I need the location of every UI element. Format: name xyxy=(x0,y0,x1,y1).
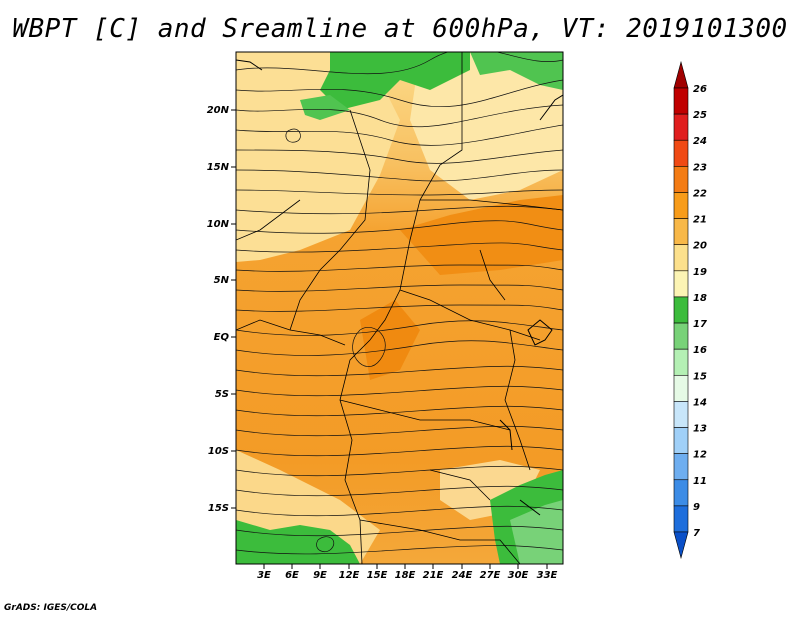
colorbar-swatch xyxy=(673,113,689,141)
lon-label-21E: 21E xyxy=(423,570,444,581)
colorbar-swatch xyxy=(673,139,689,167)
lat-tick: 5N xyxy=(214,275,236,286)
colorbar-top-arrow xyxy=(673,60,689,89)
colorbar-swatch xyxy=(673,322,689,350)
colorbar-swatch xyxy=(673,401,689,428)
colorbar-label: 20 xyxy=(693,241,707,252)
colorbar-label: 15 xyxy=(693,371,707,382)
lat-tick: 15S xyxy=(208,503,236,514)
lon-label-15E: 15E xyxy=(367,570,388,581)
colorbar-swatch xyxy=(673,374,689,402)
lon-label-3E: 3E xyxy=(257,570,271,581)
colorbar-swatch xyxy=(673,427,689,454)
lon-label-12E: 12E xyxy=(339,570,360,581)
colorbar-swatch xyxy=(673,218,689,246)
wbpt-zone-22-band xyxy=(400,195,563,275)
colorbar-bottom-arrow xyxy=(673,531,689,560)
colorbar-swatch xyxy=(673,87,689,115)
colorbar-label: 25 xyxy=(693,110,707,121)
colorbar-swatch xyxy=(673,348,689,376)
colorbar-label: 11 xyxy=(693,476,707,487)
country-borders xyxy=(236,52,563,564)
lat-label-EQ: EQ xyxy=(214,332,230,343)
lat-label-5S: 5S xyxy=(215,389,229,400)
colorbar-label: 24 xyxy=(693,136,707,147)
lat-tick: 10S xyxy=(208,446,236,457)
wbpt-zone-18-north xyxy=(320,52,470,110)
streamlines xyxy=(236,52,563,555)
colorbar-label: 26 xyxy=(693,84,707,95)
lon-label-30E: 30E xyxy=(508,570,529,581)
colorbar-swatch xyxy=(673,166,689,193)
colorbar-swatch xyxy=(673,296,689,324)
colorbar-label: 13 xyxy=(693,424,707,435)
lon-label-6E: 6E xyxy=(285,570,299,581)
coastline xyxy=(236,59,563,516)
lat-label-10S: 10S xyxy=(208,446,229,457)
colorbar-label: 9 xyxy=(693,502,700,513)
map-frame xyxy=(235,51,564,565)
colorbar-legend: 26 25 24 23 22 21 20 19 18 17 16 15 14 13 12 11 9 7 xyxy=(673,60,707,560)
colorbar-label: 16 xyxy=(693,345,707,356)
colorbar-label: 22 xyxy=(693,188,707,199)
lat-tick: 15N xyxy=(207,162,236,173)
colorbar-label: 12 xyxy=(693,450,707,461)
colorbar-swatch xyxy=(673,453,689,481)
wbpt-zone-18-nw xyxy=(300,95,350,120)
colorbar-swatch xyxy=(673,505,689,533)
colorbar-swatch xyxy=(673,192,689,219)
lon-label-9E: 9E xyxy=(313,570,327,581)
grads-credit: GrADS: IGES/COLA xyxy=(4,603,98,613)
map-plot-area xyxy=(236,52,563,564)
lat-label-20N: 20N xyxy=(207,105,230,116)
colorbar-swatch xyxy=(673,270,689,298)
longitude-axis: 3E 6E 9E 12E 15E 18E 21E 24E 27E 30E 33E xyxy=(257,564,558,581)
colorbar-swatch xyxy=(673,244,689,272)
lon-label-33E: 33E xyxy=(537,570,558,581)
wbpt-zone-22-center xyxy=(360,300,420,380)
colorbar-label: 21 xyxy=(693,215,707,226)
lat-label-15S: 15S xyxy=(208,503,229,514)
lat-label-15N: 15N xyxy=(207,162,230,173)
lon-label-27E: 27E xyxy=(480,570,501,581)
wbpt-zone-17-se xyxy=(510,500,563,564)
colorbar-label: 19 xyxy=(693,267,707,278)
colorbar-label: 18 xyxy=(693,293,707,304)
colorbar-label: 7 xyxy=(693,528,700,539)
map-title: WBPT [C] and Sreamline at 600hPa, VT: 20… xyxy=(12,14,788,44)
colorbar-label: 23 xyxy=(693,162,707,173)
colorbar-label: 17 xyxy=(693,319,707,330)
lat-tick: EQ xyxy=(214,332,236,343)
colorbar-label: 14 xyxy=(693,397,707,408)
lon-label-24E: 24E xyxy=(452,570,473,581)
lat-label-10N: 10N xyxy=(207,219,230,230)
lon-label-18E: 18E xyxy=(395,570,416,581)
lat-tick: 5S xyxy=(215,389,236,400)
lat-tick: 20N xyxy=(207,105,236,116)
colorbar-swatch xyxy=(673,479,689,507)
latitude-axis: 20N 15N 10N 5N EQ 5S 10S 15S xyxy=(207,105,236,514)
lat-tick: 10N xyxy=(207,219,236,230)
lat-label-5N: 5N xyxy=(214,275,230,286)
